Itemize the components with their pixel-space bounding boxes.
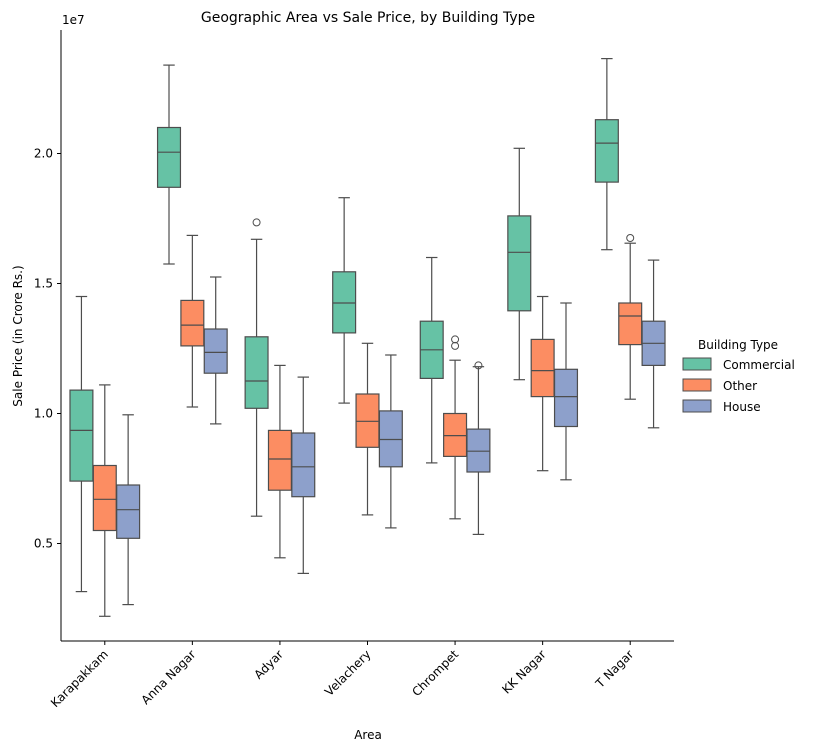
box-iqr (267, 429, 292, 491)
outlier-point (474, 361, 483, 370)
box-iqr (69, 389, 94, 482)
box-iqr (507, 215, 532, 312)
box-iqr (466, 428, 491, 473)
box-commercial-chrompet (419, 256, 444, 464)
outlier-point (451, 335, 460, 344)
outlier-point (451, 341, 460, 350)
box-other-anna-nagar (180, 234, 205, 408)
box-house-t-nagar (641, 259, 666, 429)
box-other-adyar (267, 364, 292, 559)
box-house-chrompet (466, 361, 491, 536)
box-other-karapakkam (92, 384, 117, 617)
box-iqr (553, 368, 579, 428)
x-tick-label: KK Nagar (499, 647, 548, 696)
plot-area (69, 57, 666, 617)
box-iqr (378, 410, 403, 468)
outlier-point (626, 234, 635, 242)
box-iqr (203, 328, 228, 374)
box-house-velachery (378, 354, 403, 529)
x-tick-label: Karapakkam (48, 647, 111, 710)
x-tick-label: Adyar (251, 647, 286, 682)
legend-label-other: Other (723, 379, 757, 393)
box-commercial-t-nagar (594, 57, 619, 251)
y-tick-label: 1.5 (34, 277, 53, 291)
box-commercial-kk-nagar (507, 147, 532, 381)
chart-title: Geographic Area vs Sale Price, by Buildi… (201, 10, 535, 26)
box-iqr (92, 464, 117, 532)
legend-swatch-other (682, 378, 712, 392)
y-tick-label: 1.0 (34, 407, 53, 421)
x-tick-label: Velachery (322, 647, 374, 699)
box-house-kk-nagar (553, 302, 579, 481)
y-tick-label: 2.0 (34, 147, 53, 161)
outlier-point (252, 218, 261, 227)
box-commercial-adyar (244, 218, 269, 517)
legend-swatch-house (682, 399, 712, 413)
box-other-kk-nagar (530, 295, 555, 472)
box-iqr (291, 432, 316, 498)
box-iqr (244, 336, 269, 409)
box-iqr (355, 393, 380, 448)
box-iqr (443, 412, 468, 458)
x-tick-label: Anna Nagar (138, 647, 198, 707)
box-other-velachery (355, 342, 380, 516)
box-iqr (594, 119, 619, 183)
y-axis-offset-label: 1e7 (62, 13, 85, 27)
box-iqr (530, 338, 555, 398)
box-commercial-karapakkam (69, 295, 94, 593)
legend: Building Type Commercial Other House (682, 338, 795, 414)
x-tick-label: T Nagar (592, 647, 636, 691)
x-axis: Karapakkam Anna Nagar Adyar Velachery Chromp… (48, 640, 674, 710)
box-house-karapakkam (116, 414, 141, 606)
box-iqr (156, 126, 182, 188)
box-other-t-nagar (618, 234, 643, 400)
y-axis-label: Sale Price (in Crore Rs.) (11, 265, 25, 406)
box-iqr (180, 299, 205, 347)
legend-label-commercial: Commercial (723, 358, 795, 372)
box-house-anna-nagar (203, 276, 228, 425)
y-axis: 0.5 1.0 1.5 2.0 (34, 30, 62, 641)
legend-swatch-commercial (682, 357, 712, 371)
x-tick-label: Chrompet (409, 647, 461, 699)
legend-label-house: House (723, 400, 761, 414)
box-house-adyar (291, 376, 316, 575)
box-commercial-anna-nagar (156, 64, 182, 265)
x-axis-label: Area (354, 728, 382, 742)
box-other-chrompet (443, 335, 468, 520)
y-tick-label: 0.5 (34, 537, 53, 551)
box-iqr (618, 302, 643, 346)
box-iqr (332, 271, 357, 334)
legend-title: Building Type (698, 338, 778, 352)
box-commercial-velachery (332, 197, 357, 404)
box-iqr (116, 484, 141, 539)
